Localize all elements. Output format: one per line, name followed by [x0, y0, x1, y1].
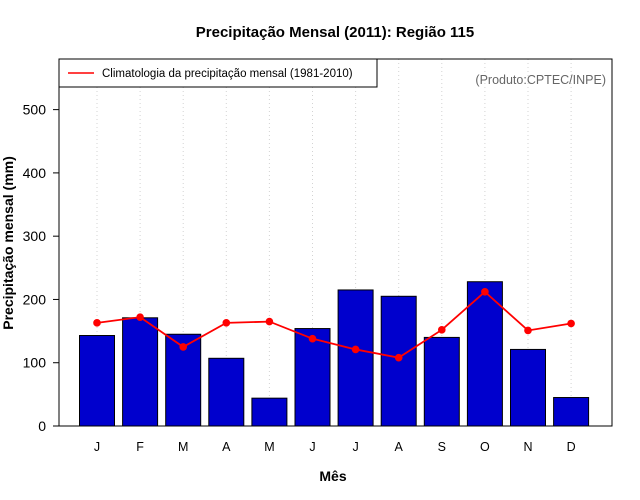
legend: Climatologia da precipitação mensal (198…	[58, 58, 378, 88]
bar-9	[423, 336, 460, 427]
legend-box	[58, 58, 378, 88]
climatology-point-1	[93, 319, 101, 327]
climatology-point-2	[136, 313, 144, 321]
legend-label: Climatologia da precipitação mensal (198…	[102, 68, 353, 80]
x-tick-label-3: M	[178, 440, 188, 454]
bar-4	[208, 357, 245, 427]
y-tick-label-300: 300	[23, 228, 47, 244]
climatology-point-11	[524, 326, 532, 335]
x-tick-label-7: J	[352, 440, 358, 454]
bar-12	[553, 397, 590, 427]
climatology-point-4	[222, 319, 231, 327]
bar-6	[294, 328, 331, 427]
y-tick-label-0: 0	[38, 418, 46, 434]
bar-7	[337, 289, 374, 427]
climatology-point-3	[179, 343, 187, 351]
x-tick-label-10: O	[480, 440, 490, 454]
bar-2	[122, 317, 159, 427]
bar-11	[510, 348, 546, 427]
climatology-point-5	[265, 317, 274, 326]
x-tick-label-11: N	[523, 440, 532, 454]
climatology-point-7	[351, 345, 360, 354]
source-annotation: (Produto:CPTEC/INPE)	[475, 73, 606, 87]
bar-10	[466, 281, 503, 427]
bar-series	[79, 281, 590, 427]
x-axis-label: Mês	[319, 468, 346, 484]
x-tick-label-6: J	[309, 440, 315, 454]
x-tick-label-9: S	[438, 440, 446, 454]
climatology-point-6	[308, 334, 317, 343]
bar-5	[251, 397, 288, 427]
bar-1	[79, 335, 115, 427]
y-axis: 0 100 200 300 400 500	[23, 102, 59, 434]
chart-title: Precipitação Mensal (2011): Região 115	[196, 24, 474, 41]
x-tick-label-4: A	[222, 440, 231, 454]
climatology-point-10	[481, 288, 489, 296]
y-axis-label: Precipitação mensal (mm)	[0, 156, 16, 330]
climatology-line	[96, 290, 572, 359]
climatology-series	[93, 288, 575, 362]
x-tick-label-2: F	[136, 440, 144, 454]
climatology-point-8	[394, 353, 403, 362]
x-tick-label-8: A	[395, 440, 404, 454]
x-tick-label-1: J	[94, 440, 100, 454]
climatology-point-12	[567, 319, 575, 328]
y-tick-label-200: 200	[23, 291, 47, 307]
y-tick-label-400: 400	[23, 165, 47, 181]
x-tick-label-5: M	[264, 440, 274, 454]
y-tick-label-500: 500	[23, 102, 47, 118]
climatology-point-9	[438, 326, 446, 334]
x-tick-label-12: D	[567, 440, 576, 454]
y-tick-label-100: 100	[23, 355, 47, 371]
